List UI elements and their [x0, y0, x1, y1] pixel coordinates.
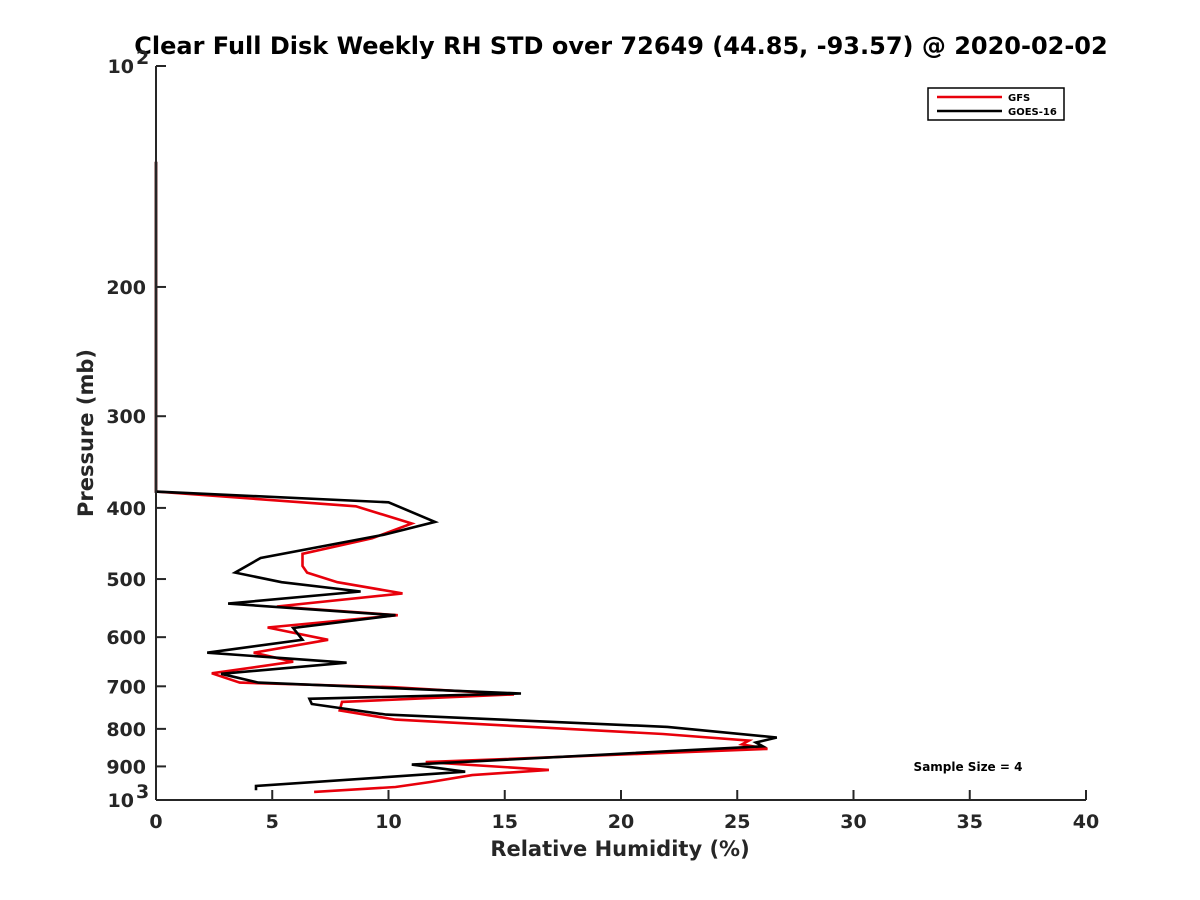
x-tick-label: 5 [266, 811, 279, 833]
x-tick-label: 15 [492, 811, 518, 833]
legend: GFS GOES-16 [927, 87, 1065, 121]
series-line-gfs [154, 161, 768, 794]
legend-box [927, 87, 1065, 121]
x-axis-label: Relative Humidity (%) [490, 837, 749, 861]
x-tick-label: 40 [1073, 811, 1099, 833]
y-tick-label: 200 [106, 277, 146, 299]
y-tick-label-exponent: 2 [136, 47, 149, 69]
y-tick-label: 800 [106, 719, 146, 741]
x-tick-label: 25 [724, 811, 750, 833]
y-tick-label: 900 [106, 756, 146, 778]
y-tick-label: 700 [106, 676, 146, 698]
legend-label: GOES-16 [1008, 107, 1057, 118]
legend-label: GFS [1008, 93, 1030, 104]
y-tick-label-exponent: 3 [136, 781, 149, 803]
x-axis-ticks: 0 5 10 15 20 25 30 35 40 [149, 790, 1099, 833]
x-tick-label: 0 [149, 811, 162, 833]
x-tick-label: 20 [608, 811, 634, 833]
y-tick-label: 400 [106, 498, 146, 520]
y-axis-label: Pressure (mb) [74, 349, 98, 517]
x-tick-label: 30 [840, 811, 866, 833]
y-tick-label: 10 [108, 790, 134, 812]
chart-title: Clear Full Disk Weekly RH STD over 72649… [134, 32, 1107, 60]
sample-size-annotation: Sample Size = 4 [914, 760, 1023, 774]
x-tick-label: 35 [957, 811, 983, 833]
y-tick-label: 500 [106, 569, 146, 591]
series-line-goes-16 [154, 161, 778, 791]
x-tick-label: 10 [375, 811, 401, 833]
y-tick-label: 600 [106, 627, 146, 649]
plot-area [154, 66, 1086, 801]
y-tick-label: 10 [108, 56, 134, 78]
y-tick-label: 300 [106, 406, 146, 428]
